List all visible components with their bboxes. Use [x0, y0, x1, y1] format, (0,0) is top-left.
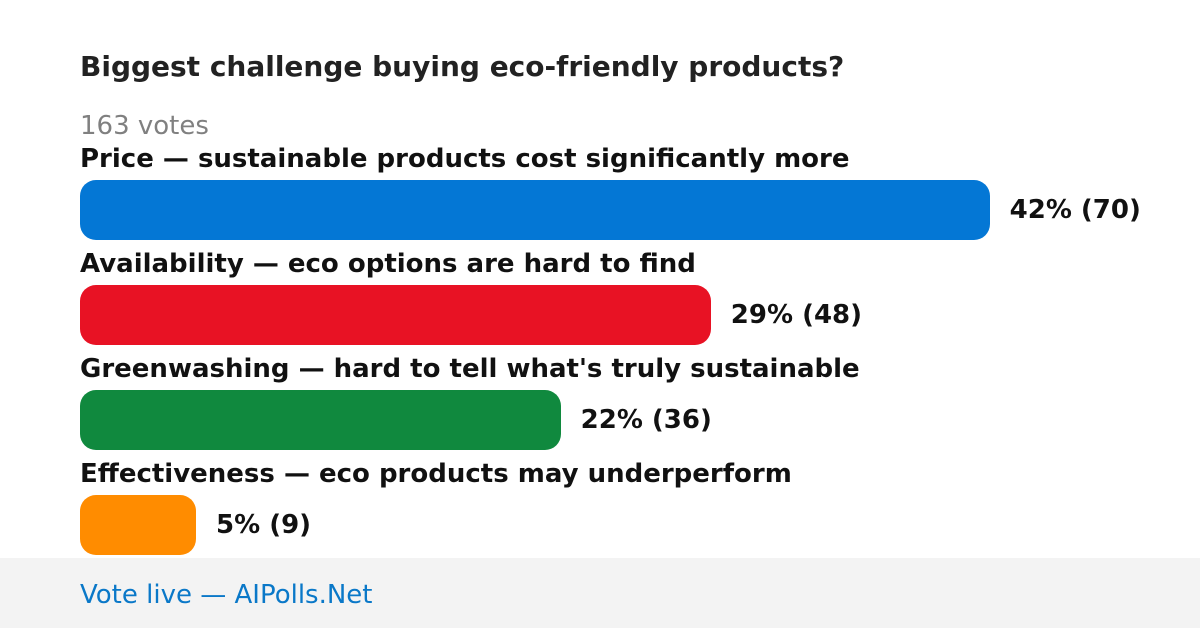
option-label: Price — sustainable products cost signif… [80, 144, 850, 174]
poll-option-greenwashing[interactable]: Greenwashing — hard to tell what's truly… [80, 353, 1180, 458]
result-bar [80, 285, 711, 345]
result-bar [80, 390, 561, 450]
option-label: Effectiveness — eco products may underpe… [80, 459, 792, 489]
result-value: 22% (36) [580, 405, 712, 435]
poll-question: Biggest challenge buying eco-friendly pr… [80, 50, 845, 83]
result-value: 5% (9) [216, 510, 312, 540]
option-label: Availability — eco options are hard to f… [80, 249, 696, 279]
result-bar [80, 495, 196, 555]
poll-option-availability[interactable]: Availability — eco options are hard to f… [80, 248, 1180, 353]
result-value: 42% (70) [1009, 195, 1141, 225]
result-bar [80, 180, 990, 240]
vote-count: 163 votes [80, 111, 209, 141]
result-value: 29% (48) [730, 300, 863, 330]
option-label: Greenwashing — hard to tell what's truly… [80, 354, 860, 384]
vote-live-link[interactable]: Vote live — AIPolls.Net [80, 580, 373, 610]
poll-option-effectiveness[interactable]: Effectiveness — eco products may underpe… [80, 458, 1180, 563]
poll-option-price[interactable]: Price — sustainable products cost signif… [80, 143, 1180, 248]
footer-banner: Vote live — AIPolls.Net [0, 558, 1200, 628]
